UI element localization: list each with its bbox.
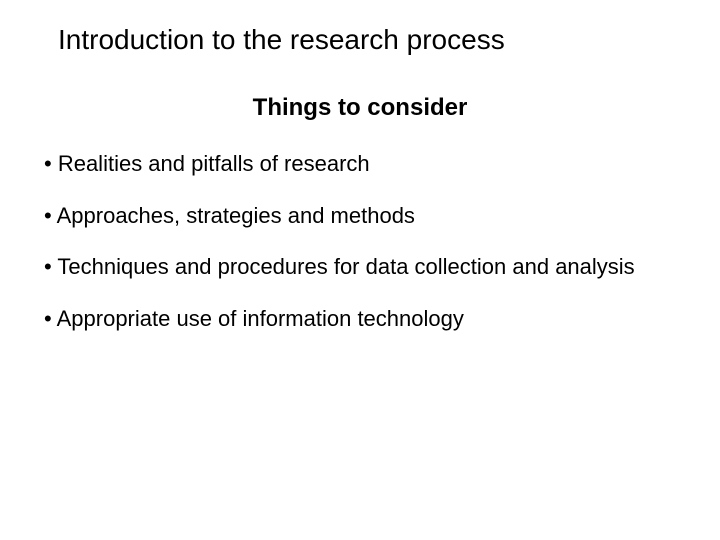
list-item: Approaches, strategies and methods — [40, 202, 680, 230]
bullet-list: Realities and pitfalls of research Appro… — [40, 150, 680, 332]
list-item: Appropriate use of information technolog… — [40, 305, 680, 333]
slide-subtitle: Things to consider — [40, 94, 680, 122]
list-item: Techniques and procedures for data colle… — [40, 253, 680, 281]
slide-title: Introduction to the research process — [58, 24, 680, 56]
list-item: Realities and pitfalls of research — [40, 150, 680, 178]
